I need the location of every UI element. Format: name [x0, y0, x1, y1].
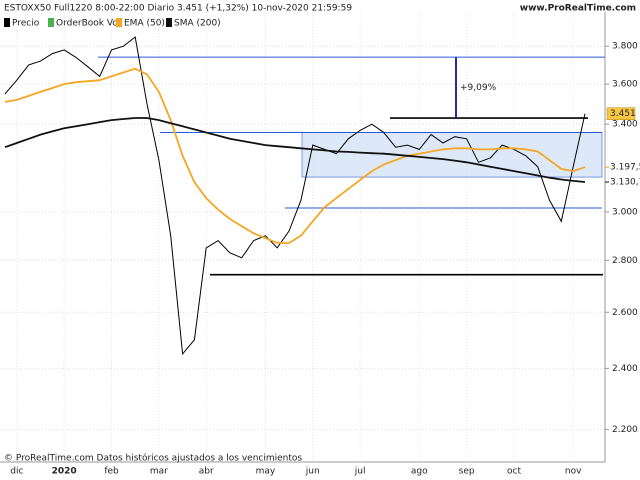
y-tick-label: 2.400: [612, 364, 638, 374]
annotation: +9,09%: [460, 83, 497, 93]
series-line: [4, 67, 586, 244]
site: www.ProRealTime.com: [520, 4, 636, 14]
x-tick-label: oct: [507, 467, 521, 477]
y-tick-label: 2.200: [612, 425, 638, 435]
x-tick-label: feb: [104, 467, 119, 477]
y-tick-label: 2.800: [612, 256, 638, 266]
x-tick-label: abr: [199, 467, 214, 477]
price-label-bg: [606, 107, 636, 120]
x-tick-label: 2020: [52, 467, 77, 477]
legend-swatch: [166, 18, 172, 27]
series-line: [4, 117, 586, 183]
y-tick-label: 3.000: [612, 207, 638, 217]
y-tick-label: 3.800: [612, 42, 638, 52]
footer: © ProRealTime.com Datos históricos ajust…: [4, 453, 302, 464]
x-tick-label: ago: [411, 467, 428, 477]
x-tick-label: jul: [354, 467, 366, 477]
legend-swatch: [48, 18, 54, 27]
x-tick-label: nov: [565, 467, 582, 477]
x-tick-label: may: [256, 467, 276, 477]
x-tick-label: jun: [305, 467, 320, 477]
legend-swatch: [4, 18, 10, 27]
legend-label: Precio: [12, 19, 40, 29]
y-tick-label: 2.600: [612, 308, 638, 318]
x-tick-label: dic: [10, 467, 23, 477]
chart-title: ESTOXX50 Full1220 8:00-22:00 Diario 3.45…: [4, 4, 352, 14]
y-tick-label: 3.600: [612, 80, 638, 90]
x-tick-label: sep: [459, 467, 475, 477]
legend-label: EMA (50): [124, 19, 165, 29]
price-label: 3.197,5: [610, 163, 640, 173]
zone: [301, 132, 603, 178]
series-line: [4, 36, 586, 356]
legend-label: SMA (200): [174, 19, 221, 29]
legend-swatch: [116, 18, 122, 27]
price-label: 3.451: [610, 109, 636, 119]
legend-label: OrderBook Vol: [56, 19, 120, 29]
x-tick-label: mar: [150, 467, 168, 477]
price-label: 3.130,7: [610, 178, 640, 188]
y-tick-label: 3.400: [612, 120, 638, 130]
